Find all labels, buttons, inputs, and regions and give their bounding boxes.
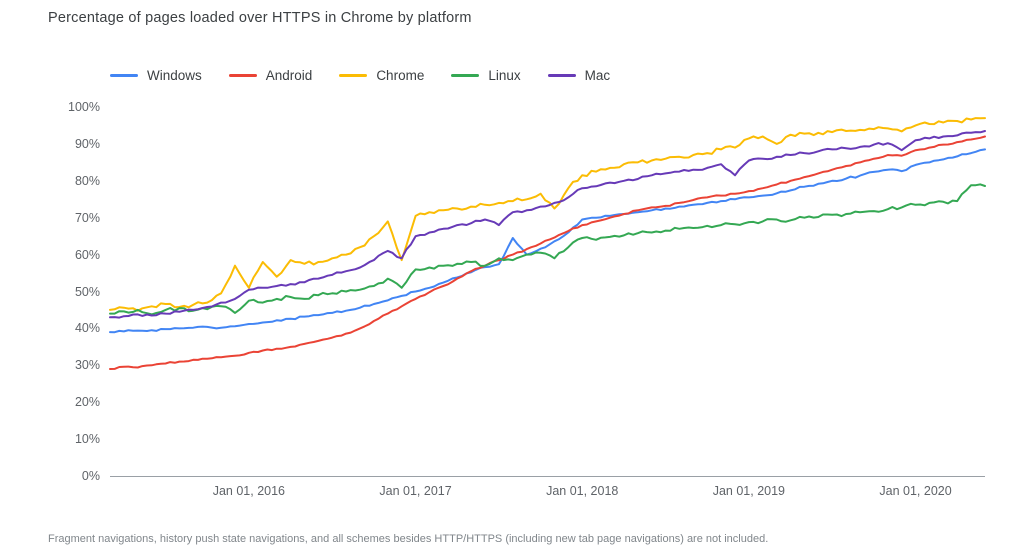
legend-swatch-mac <box>547 74 576 77</box>
legend-item-windows: Windows <box>110 68 202 83</box>
y-tick-label-80: 80% <box>74 173 100 188</box>
series-line-chrome <box>109 117 986 312</box>
y-tick-label-60: 60% <box>74 247 100 262</box>
series-line-mac <box>109 130 986 319</box>
legend-item-linux: Linux <box>451 68 521 83</box>
chart-legend: Windows Android Chrome Linux Mac <box>110 68 610 83</box>
x-tick-label-2017: Jan 01, 2017 <box>379 484 452 498</box>
y-tick-label-40: 40% <box>74 321 100 336</box>
legend-swatch-windows <box>110 74 138 77</box>
legend-label-android: Android <box>265 68 313 83</box>
series-line-android <box>109 135 986 370</box>
y-tick-label-30: 30% <box>74 358 100 373</box>
x-tick-label-2016: Jan 01, 2016 <box>212 484 286 498</box>
series-line-linux <box>109 183 986 316</box>
legend-swatch-chrome <box>339 74 368 77</box>
y-tick-label-70: 70% <box>74 210 100 225</box>
legend-swatch-android <box>228 74 257 77</box>
chart-footnote: Fragment navigations, history push state… <box>48 533 769 545</box>
x-tick-label-2020: Jan 01, 2020 <box>879 484 952 498</box>
y-tick-label-90: 90% <box>74 136 100 151</box>
series-line-windows <box>109 148 986 334</box>
legend-label-windows: Windows <box>147 68 202 83</box>
y-tick-label-10: 10% <box>74 432 100 447</box>
y-tick-label-20: 20% <box>74 395 100 410</box>
y-tick-label-0: 0% <box>81 469 100 483</box>
x-tick-label-2018: Jan 01, 2018 <box>546 484 619 498</box>
legend-label-chrome: Chrome <box>376 68 425 83</box>
legend-swatch-linux <box>451 74 480 77</box>
legend-item-chrome: Chrome <box>339 68 424 83</box>
legend-label-linux: Linux <box>488 68 521 83</box>
x-tick-label-2019: Jan 01, 2019 <box>712 484 786 498</box>
legend-item-mac: Mac <box>547 68 611 83</box>
chart-title: Percentage of pages loaded over HTTPS in… <box>48 10 472 26</box>
y-tick-label-50: 50% <box>74 284 100 299</box>
legend-item-android: Android <box>228 68 313 83</box>
legend-label-mac: Mac <box>584 68 611 83</box>
y-tick-label-100: 100% <box>68 100 100 114</box>
